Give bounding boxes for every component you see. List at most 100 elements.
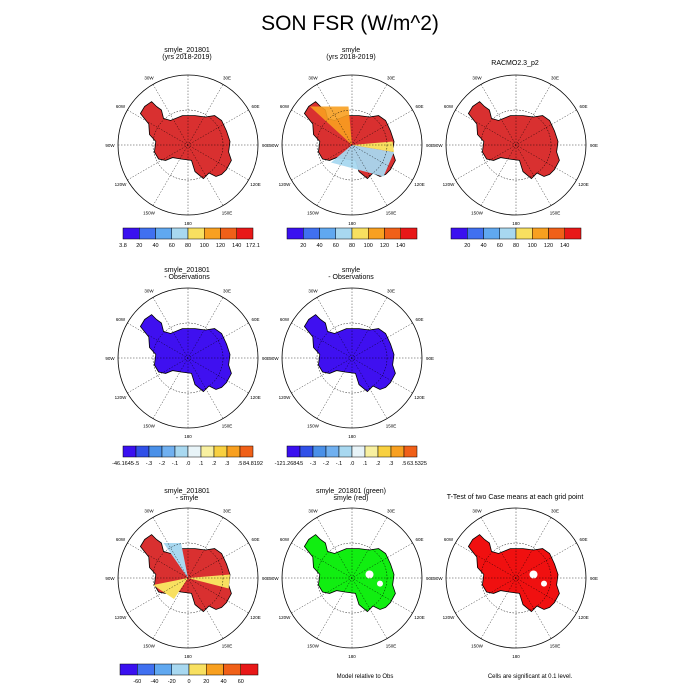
colorbar-label: 60 xyxy=(169,243,175,249)
colorbar-swatch xyxy=(564,227,582,240)
longitude-label: 150W xyxy=(307,644,320,649)
colorbar-swatch xyxy=(325,445,340,458)
longitude-label: 60E xyxy=(252,104,260,109)
colorbar-swatch xyxy=(377,445,392,458)
colorbar-swatch xyxy=(351,227,369,240)
longitude-label: 120E xyxy=(250,615,261,620)
colorbar-swatch xyxy=(483,227,500,240)
longitude-label: 90E xyxy=(426,356,434,361)
longitude-label: 120E xyxy=(250,395,261,400)
colorbar-swatch xyxy=(220,227,237,240)
colorbar-label: 80 xyxy=(185,243,191,249)
colorbar-swatch xyxy=(239,445,254,458)
colorbar-swatch xyxy=(312,445,327,458)
longitude-label: 120W xyxy=(279,615,292,620)
colorbar-swatch xyxy=(548,227,565,240)
map-panel-6: 30W 30E 60W 60E 90W 90E 120W 120E 150W 150E 180 xyxy=(105,507,270,659)
longitude-label: 180 xyxy=(348,221,356,226)
colorbar-swatch xyxy=(204,227,221,240)
colorbar-swatch xyxy=(368,227,385,240)
colorbar-swatch xyxy=(403,445,418,458)
colorbar-label: 40 xyxy=(220,679,226,685)
antarctica-fill xyxy=(303,534,396,613)
longitude-label: 90W xyxy=(105,356,115,361)
colorbar-label: 100 xyxy=(528,243,537,249)
colorbar-label: .3 xyxy=(389,461,394,467)
meridian-line xyxy=(152,297,224,419)
colorbar-label: 20 xyxy=(203,679,209,685)
colorbar-swatch xyxy=(154,663,172,676)
sector-orange xyxy=(310,106,352,145)
colorbar-label: 20 xyxy=(136,243,142,249)
colorbar-swatch xyxy=(122,227,140,240)
longitude-label: 120E xyxy=(578,615,589,620)
antarctica-fill xyxy=(139,314,232,393)
colorbar-label: .1 xyxy=(363,461,368,467)
panel-title-1: smyle_201801 (yrs 2018-2019) xyxy=(162,47,212,61)
colorbar-label: 0 xyxy=(187,679,190,685)
colorbar-label: -.2 xyxy=(323,461,329,467)
colorbar-label: 60 xyxy=(497,243,503,249)
panel-title-3: RACMO2.3_p2 xyxy=(491,60,539,67)
longitude-label: 30W xyxy=(144,288,154,293)
panel-title-2: smyle (yrs 2018-2019) xyxy=(326,47,376,61)
colorbar-swatch xyxy=(135,445,150,458)
colorbar-label: 60 xyxy=(333,243,339,249)
longitude-label: 60E xyxy=(252,537,260,542)
colorbar-swatch xyxy=(226,445,241,458)
panel-title-4: smyle_201801- Observations xyxy=(164,267,210,281)
longitude-label: 30W xyxy=(472,508,482,513)
longitude-label: 60W xyxy=(444,537,454,542)
colorbar-label: -.2 xyxy=(159,461,165,467)
colorbar-swatch xyxy=(467,227,484,240)
colorbar-label: .0 xyxy=(186,461,191,467)
colorbar-swatch xyxy=(122,445,137,458)
colorbar-label: 172.1 xyxy=(246,243,260,249)
longitude-label: 180 xyxy=(348,654,356,659)
longitude-label: 60E xyxy=(580,104,588,109)
colorbar-label: 80 xyxy=(513,243,519,249)
colorbar-4: -46.1645-.5 -.3 -.2 -.1 .0 .1 .2 .3 .5 84.8192 xyxy=(112,445,263,467)
longitude-label: 30W xyxy=(144,75,154,80)
longitude-label: 150W xyxy=(143,211,156,216)
sector-lightblue xyxy=(163,543,188,578)
colorbar-label: 63.5325 xyxy=(407,461,427,467)
colorbar-swatch xyxy=(213,445,228,458)
colorbar-label: 20 xyxy=(300,243,306,249)
map-panel-1: 30W 30E 60W 60E 90W 90E 120W 120E 150W 150E 180 xyxy=(105,74,270,226)
longitude-label: 30W xyxy=(308,288,318,293)
longitude-label: 150E xyxy=(386,424,397,429)
longitude-label: 60E xyxy=(580,537,588,542)
colorbar-swatch xyxy=(299,445,314,458)
longitude-label: 90W xyxy=(433,143,443,148)
gap-patch xyxy=(541,580,547,587)
note-model-relative: Model relative to Obs xyxy=(336,674,394,680)
longitude-label: 60E xyxy=(416,104,424,109)
longitude-label: 120W xyxy=(279,182,292,187)
longitude-label: 60E xyxy=(416,537,424,542)
panel-title-8: T-Test of two Case means at each grid po… xyxy=(446,494,584,501)
colorbar-label: 3.8 xyxy=(119,243,127,249)
longitude-label: 30E xyxy=(551,75,559,80)
colorbar-label: -20 xyxy=(168,679,176,685)
longitude-label: 30E xyxy=(223,508,231,513)
longitude-label: 120E xyxy=(250,182,261,187)
colorbar-label: -.5 xyxy=(297,461,303,467)
colorbar-swatch xyxy=(236,227,254,240)
longitude-label: 90W xyxy=(105,576,115,581)
longitude-label: 120E xyxy=(578,182,589,187)
longitude-label: 30E xyxy=(387,508,395,513)
colorbar-swatch xyxy=(119,663,138,676)
longitude-label: 90E xyxy=(426,143,434,148)
colorbar-label: 60 xyxy=(238,679,244,685)
longitude-label: 120W xyxy=(115,615,128,620)
colorbar-swatch xyxy=(286,227,304,240)
meridian-line xyxy=(480,84,552,206)
colorbar-label: 120 xyxy=(216,243,225,249)
map-panel-4: 30W 30E 60W 60E 90W 90E 120W 120E 150W 150E 180 xyxy=(105,287,270,439)
colorbar-swatch xyxy=(532,227,549,240)
antarctica-fill xyxy=(467,534,560,613)
longitude-label: 30E xyxy=(223,288,231,293)
colorbar-label: 40 xyxy=(316,243,322,249)
colorbar-label: -.1 xyxy=(172,461,178,467)
